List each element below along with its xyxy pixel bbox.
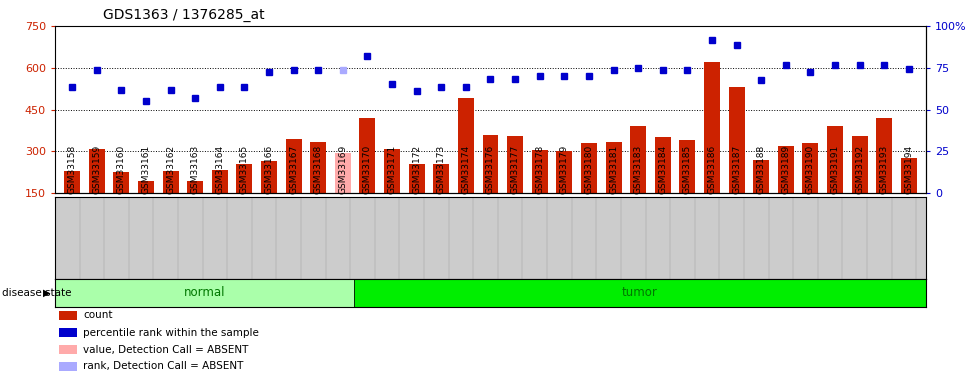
Bar (655, 137, 670, 193)
Bar (354, 279, 926, 307)
Bar (630, 126, 646, 193)
Bar (335, 153, 351, 193)
Bar (187, 181, 203, 193)
Bar (113, 172, 129, 193)
Bar (59, 362, 76, 371)
Text: normal: normal (184, 286, 225, 300)
Bar (581, 143, 597, 193)
Bar (64, 171, 80, 193)
Bar (704, 62, 720, 193)
Text: tumor: tumor (622, 286, 658, 300)
Bar (876, 118, 893, 193)
Bar (310, 142, 327, 193)
Bar (507, 136, 524, 193)
Bar (55, 279, 354, 307)
Bar (162, 171, 179, 193)
Bar (606, 142, 621, 193)
Bar (531, 150, 548, 193)
Bar (212, 170, 228, 193)
Bar (679, 140, 696, 193)
Text: rank, Detection Call = ABSENT: rank, Detection Call = ABSENT (83, 362, 243, 372)
Bar (59, 328, 76, 337)
Bar (458, 98, 474, 193)
Bar (89, 148, 105, 193)
Bar (827, 126, 843, 193)
Bar (261, 161, 277, 193)
Bar (482, 135, 498, 193)
Text: ▶: ▶ (43, 288, 51, 298)
Bar (900, 158, 917, 193)
Bar (778, 146, 794, 193)
Bar (286, 139, 301, 193)
Bar (59, 311, 76, 320)
Bar (753, 160, 769, 193)
Bar (384, 148, 400, 193)
Bar (359, 118, 376, 193)
Text: value, Detection Call = ABSENT: value, Detection Call = ABSENT (83, 345, 248, 354)
Bar (852, 136, 867, 193)
Bar (409, 164, 425, 193)
Bar (138, 181, 154, 193)
Bar (434, 164, 449, 193)
Text: count: count (83, 310, 113, 321)
Text: percentile rank within the sample: percentile rank within the sample (83, 327, 259, 338)
Text: disease state: disease state (2, 288, 71, 298)
Text: GDS1363 / 1376285_at: GDS1363 / 1376285_at (103, 8, 265, 22)
Bar (556, 152, 572, 193)
Bar (237, 164, 252, 193)
Bar (803, 143, 818, 193)
Bar (728, 87, 745, 193)
Bar (59, 345, 76, 354)
